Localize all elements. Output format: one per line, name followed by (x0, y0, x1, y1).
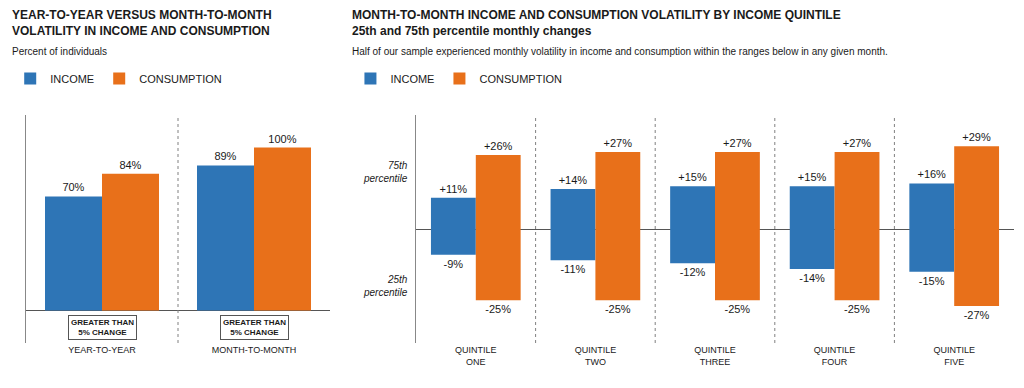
svg-text:QUINTILETHREE: QUINTILETHREE (694, 345, 736, 367)
svg-text:-25%: -25% (485, 303, 511, 315)
svg-text:YEAR-TO-YEAR: YEAR-TO-YEAR (68, 345, 136, 355)
svg-text:+26%: +26% (484, 140, 513, 152)
svg-text:+16%: +16% (917, 168, 946, 180)
svg-text:Half of our sample experienced: Half of our sample experienced monthly v… (352, 46, 888, 57)
svg-text:100%: 100% (268, 133, 296, 145)
svg-text:+15%: +15% (678, 171, 707, 183)
svg-text:+27%: +27% (843, 137, 872, 149)
svg-text:75thpercentile: 75thpercentile (363, 160, 408, 184)
svg-text:INCOME: INCOME (390, 73, 434, 85)
svg-text:-25%: -25% (724, 303, 750, 315)
svg-text:-9%: -9% (443, 258, 463, 270)
svg-text:QUINTILEONE: QUINTILEONE (455, 345, 497, 367)
svg-text:25thpercentile: 25thpercentile (363, 274, 408, 298)
svg-text:+27%: +27% (603, 137, 632, 149)
svg-text:-25%: -25% (844, 303, 870, 315)
svg-text:+15%: +15% (798, 171, 827, 183)
svg-text:MONTH-TO-MONTH INCOME AND CONS: MONTH-TO-MONTH INCOME AND CONSUMPTION VO… (352, 8, 841, 38)
svg-text:+27%: +27% (723, 137, 752, 149)
svg-text:84%: 84% (119, 159, 141, 171)
svg-text:-25%: -25% (605, 303, 631, 315)
svg-text:QUINTILEFIVE: QUINTILEFIVE (933, 345, 975, 367)
svg-text:+14%: +14% (559, 174, 588, 186)
svg-text:-14%: -14% (799, 272, 825, 284)
svg-text:+29%: +29% (962, 131, 991, 143)
svg-text:89%: 89% (214, 150, 236, 162)
svg-text:QUINTILEFOUR: QUINTILEFOUR (814, 345, 856, 367)
svg-text:Percent of individuals: Percent of individuals (12, 46, 107, 57)
svg-text:-27%: -27% (964, 309, 990, 321)
svg-text:GREATER THAN5% CHANGE: GREATER THAN5% CHANGE (223, 318, 286, 337)
svg-text:QUINTILETWO: QUINTILETWO (575, 345, 617, 367)
svg-text:GREATER THAN5% CHANGE: GREATER THAN5% CHANGE (71, 318, 134, 337)
svg-text:70%: 70% (62, 181, 84, 193)
svg-text:CONSUMPTION: CONSUMPTION (139, 73, 222, 85)
svg-text:-15%: -15% (919, 275, 945, 287)
svg-text:CONSUMPTION: CONSUMPTION (479, 73, 562, 85)
svg-text:+11%: +11% (439, 183, 467, 195)
svg-text:INCOME: INCOME (50, 73, 94, 85)
svg-text:-12%: -12% (680, 266, 706, 278)
svg-text:-11%: -11% (560, 263, 585, 275)
svg-text:YEAR-TO-YEAR VERSUS MONTH-TO-M: YEAR-TO-YEAR VERSUS MONTH-TO-MONTHVOLATI… (12, 8, 272, 38)
svg-text:MONTH-TO-MONTH: MONTH-TO-MONTH (212, 345, 296, 355)
